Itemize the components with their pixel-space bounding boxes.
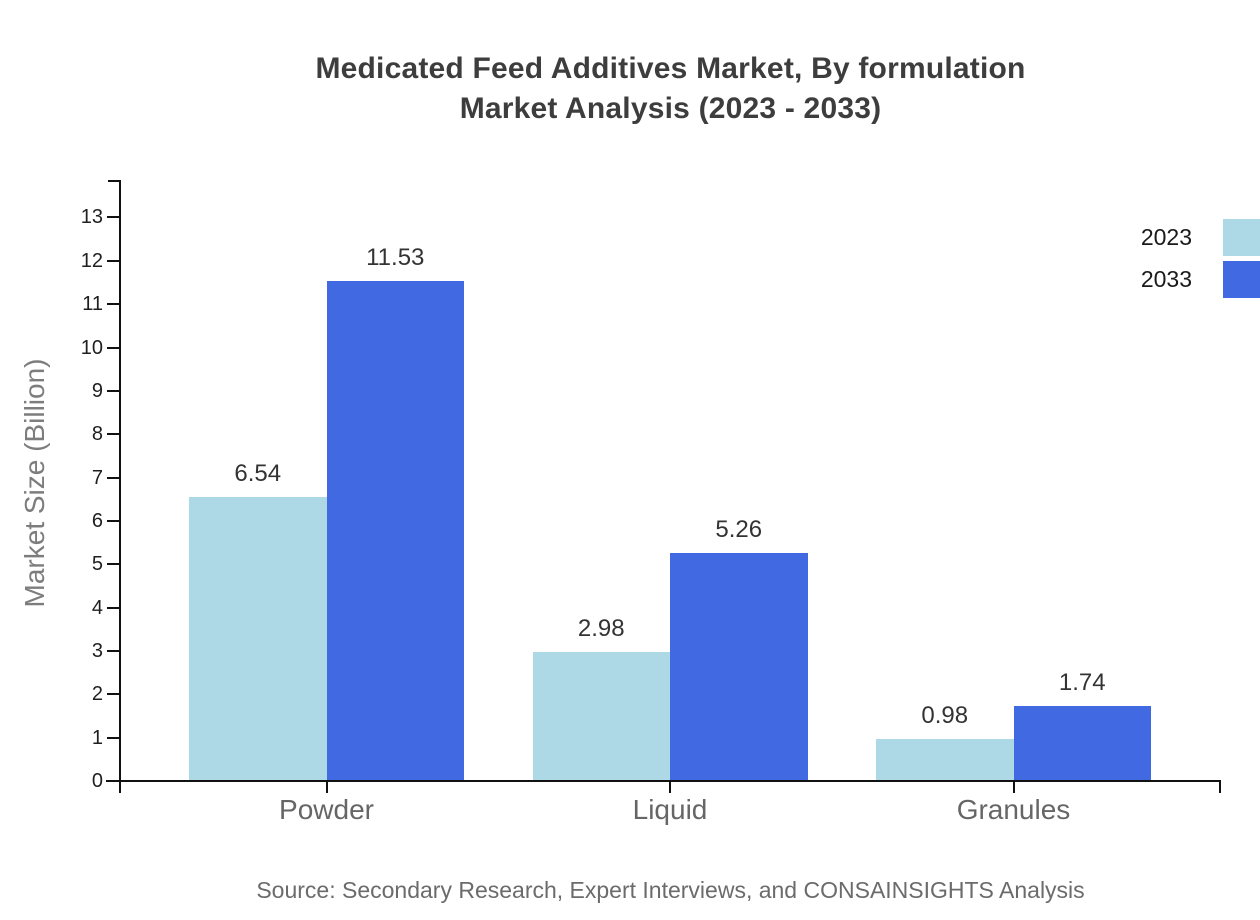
y-tick-label: 4 (91, 596, 103, 619)
x-tick-mark (325, 781, 328, 793)
y-tick-mark (107, 433, 120, 436)
legend-item-2023: 2023 (1141, 219, 1260, 256)
y-tick-mark (107, 519, 120, 522)
y-tick-label: 1 (91, 726, 103, 749)
x-tick-mark (669, 781, 671, 793)
y-axis-top-cap (108, 180, 121, 182)
category-label-powder: Powder (279, 794, 374, 825)
legend-item-2033: 2033 (1141, 261, 1260, 298)
y-tick-label: 12 (80, 249, 103, 272)
bar-2033-powder (326, 281, 464, 781)
y-tick-mark (107, 563, 120, 566)
x-axis-end-cap (1219, 780, 1221, 793)
chart-title: Medicated Feed Additives Market, By form… (120, 49, 1221, 129)
y-tick-label: 6 (91, 509, 103, 532)
y-tick-label: 7 (91, 466, 103, 489)
legend: 2023 2033 (1141, 219, 1260, 298)
value-label-2033-powder: 11.53 (366, 244, 425, 272)
chart-title-line2: Market Analysis (2023 - 2033) (459, 92, 882, 125)
y-tick-label: 0 (91, 770, 103, 792)
y-tick-label: 2 (91, 683, 103, 706)
y-tick-label: 10 (80, 336, 103, 359)
y-axis-line (119, 180, 121, 793)
y-tick-mark (107, 736, 120, 739)
legend-label-2033: 2033 (1140, 266, 1192, 292)
y-tick-label: 8 (91, 423, 103, 446)
y-tick-mark (107, 216, 120, 219)
bar-2023-granules (876, 738, 1014, 781)
y-tick-mark (107, 693, 120, 696)
bar-2033-granules (1013, 705, 1151, 781)
value-label-2023-liquid: 2.98 (577, 614, 625, 642)
y-tick-mark (107, 389, 120, 392)
legend-swatch-2023 (1223, 219, 1260, 256)
value-label-2033-liquid: 5.26 (715, 515, 763, 543)
y-tick-mark (107, 346, 120, 349)
value-label-2023-powder: 6.54 (234, 460, 282, 488)
legend-label-2023: 2023 (1140, 224, 1192, 250)
y-tick-mark (107, 303, 120, 306)
x-tick-mark (1012, 781, 1015, 793)
x-axis-line (106, 780, 1221, 782)
bar-2023-liquid (532, 651, 670, 781)
value-label-2033-granules: 1.74 (1058, 668, 1106, 696)
y-tick-mark (107, 606, 120, 609)
value-label-2023-granules: 0.98 (921, 701, 969, 729)
y-tick-label: 3 (91, 639, 103, 662)
y-tick-label: 5 (91, 553, 103, 576)
y-tick-label: 9 (91, 379, 103, 402)
y-tick-mark (107, 476, 120, 479)
chart-title-line1: Medicated Feed Additives Market, By form… (315, 52, 1026, 85)
category-label-liquid: Liquid (632, 794, 708, 825)
y-tick-label: 11 (82, 293, 103, 316)
bar-2023-powder (189, 497, 327, 781)
y-tick-mark (107, 649, 120, 652)
category-label-granules: Granules (956, 794, 1071, 825)
y-tick-label: 13 (80, 206, 103, 229)
source-note: Source: Secondary Research, Expert Inter… (256, 877, 1085, 903)
bar-2033-liquid (670, 552, 808, 781)
legend-swatch-2033 (1223, 261, 1260, 298)
y-tick-mark (107, 259, 120, 262)
